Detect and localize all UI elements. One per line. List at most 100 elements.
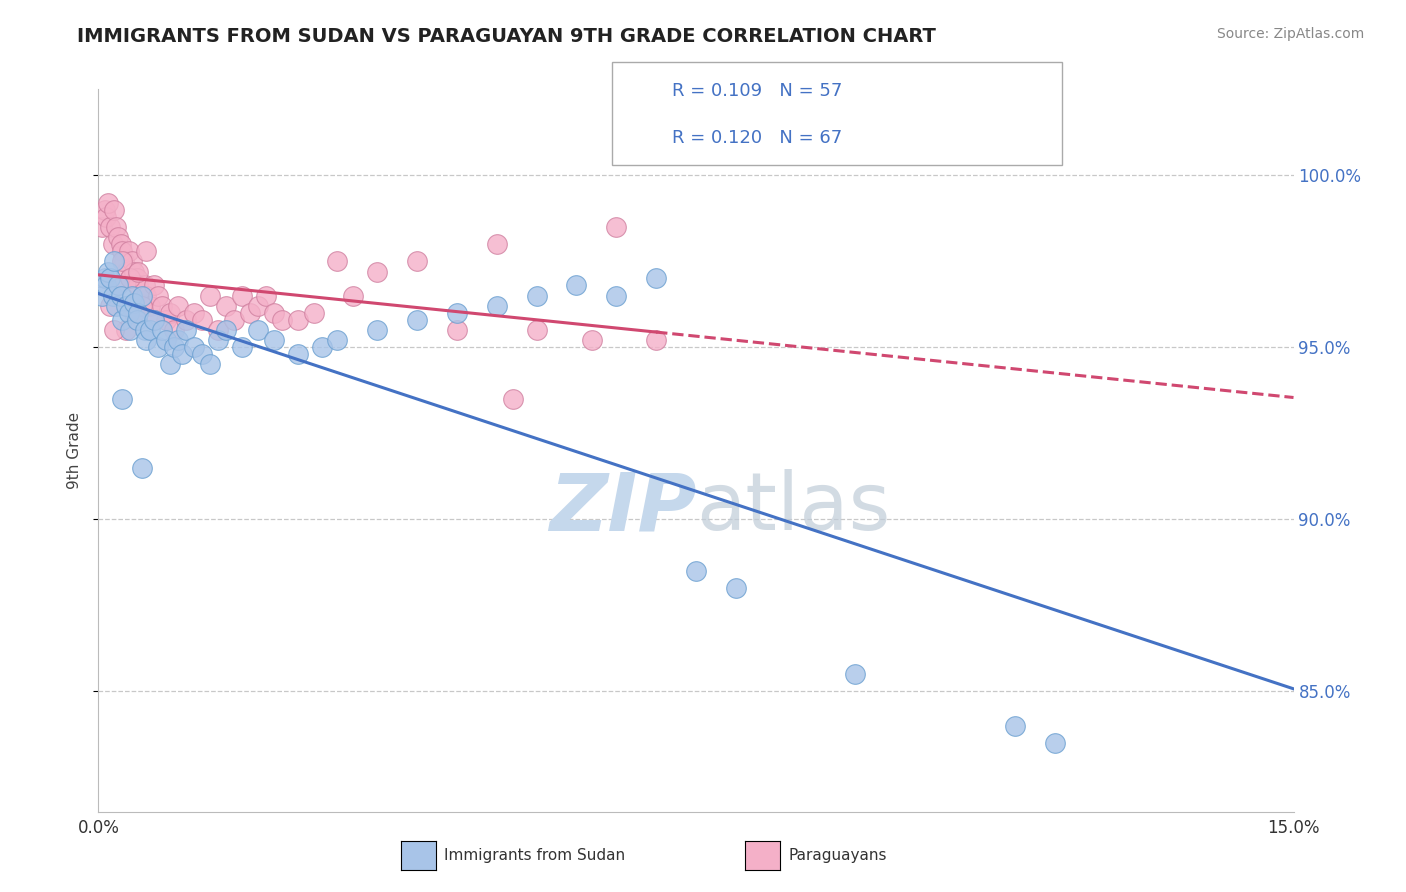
Point (446, 323, 468, 337)
Point (167, 299, 190, 313)
Point (94, 271, 117, 285)
Point (724, 581, 747, 595)
Point (135, 288, 157, 302)
Point (183, 340, 205, 354)
Text: Immigrants from Sudan: Immigrants from Sudan (444, 848, 626, 863)
Point (107, 230, 129, 244)
Point (155, 312, 177, 326)
Point (143, 312, 166, 326)
Point (198, 288, 221, 302)
Point (605, 288, 627, 302)
Point (366, 323, 388, 337)
Point (526, 288, 548, 302)
Point (97, 264, 120, 278)
Point (101, 237, 124, 252)
Point (581, 334, 603, 348)
Point (366, 264, 388, 278)
Point (124, 306, 146, 320)
Point (127, 264, 149, 278)
Point (198, 358, 221, 372)
Point (134, 323, 156, 337)
Point (125, 312, 148, 326)
Point (645, 334, 668, 348)
Point (565, 278, 588, 293)
Point (231, 340, 253, 354)
Point (143, 312, 166, 326)
Point (159, 306, 181, 320)
Point (150, 299, 173, 313)
Point (120, 271, 142, 285)
Point (131, 460, 153, 475)
Point (112, 254, 135, 268)
Point (111, 254, 134, 268)
Point (222, 312, 245, 326)
Point (94, 202, 117, 217)
Point (98, 299, 122, 313)
Point (110, 288, 132, 302)
Point (526, 323, 548, 337)
Point (97, 195, 120, 210)
Point (326, 334, 349, 348)
Point (115, 323, 138, 337)
Point (143, 278, 166, 293)
Point (311, 340, 333, 354)
Point (191, 312, 214, 326)
Point (215, 299, 238, 313)
Point (98, 219, 122, 234)
Point (135, 334, 157, 348)
Point (1043, 736, 1066, 750)
Point (406, 312, 429, 326)
Point (91, 219, 114, 234)
Point (124, 264, 146, 278)
Point (231, 288, 253, 302)
Point (121, 288, 143, 302)
Point (118, 244, 141, 258)
Text: Source: ZipAtlas.com: Source: ZipAtlas.com (1216, 27, 1364, 41)
Text: IMMIGRANTS FROM SUDAN VS PARAGUAYAN 9TH GRADE CORRELATION CHART: IMMIGRANTS FROM SUDAN VS PARAGUAYAN 9TH … (77, 27, 936, 45)
Point (115, 264, 138, 278)
Point (103, 202, 125, 217)
Point (134, 278, 156, 293)
Point (183, 306, 205, 320)
Point (104, 219, 127, 234)
Point (326, 254, 349, 268)
Point (1004, 719, 1026, 733)
Point (125, 271, 148, 285)
Point (148, 340, 170, 354)
Point (101, 288, 124, 302)
Point (287, 312, 309, 326)
Point (139, 323, 162, 337)
Point (96, 278, 118, 293)
Point (124, 295, 146, 310)
Point (645, 271, 668, 285)
Y-axis label: 9th Grade: 9th Grade (67, 412, 83, 489)
Point (98, 271, 122, 285)
Point (118, 306, 141, 320)
Point (148, 288, 170, 302)
Point (103, 254, 125, 268)
Point (121, 254, 143, 268)
Point (135, 244, 157, 258)
Point (215, 323, 238, 337)
Point (104, 299, 127, 313)
Point (207, 323, 229, 337)
Point (172, 347, 194, 361)
Point (605, 219, 627, 234)
Point (174, 323, 197, 337)
Point (111, 244, 134, 258)
Point (191, 347, 214, 361)
Text: Paraguayans: Paraguayans (789, 848, 887, 863)
Point (287, 347, 309, 361)
Point (127, 278, 149, 293)
Point (254, 288, 277, 302)
Point (174, 312, 197, 326)
Text: R = 0.109   N = 57: R = 0.109 N = 57 (672, 82, 842, 100)
Point (163, 323, 186, 337)
Point (131, 299, 153, 313)
Point (207, 334, 229, 348)
Point (131, 288, 153, 302)
Point (685, 564, 707, 578)
Point (167, 334, 190, 348)
Point (155, 334, 177, 348)
Point (239, 306, 262, 320)
